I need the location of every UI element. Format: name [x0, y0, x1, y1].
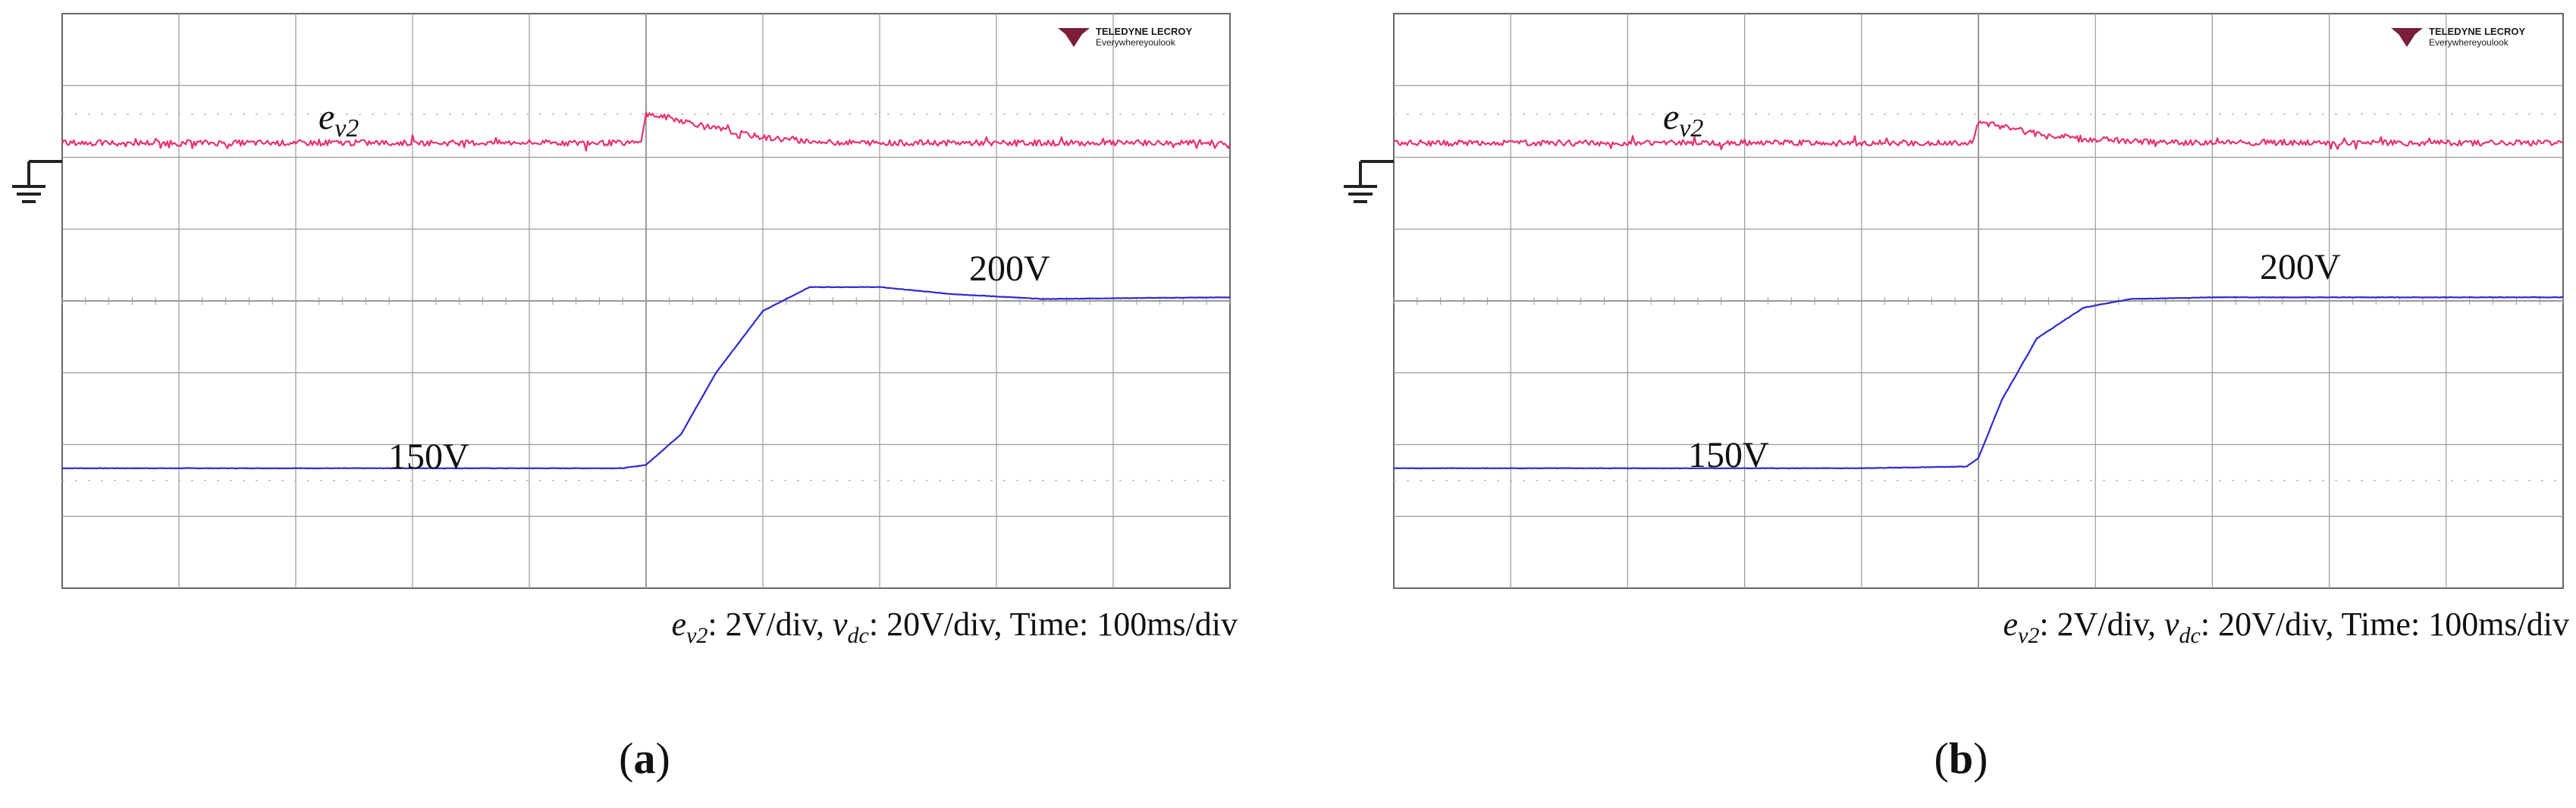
brand-name: TELEDYNE LECROY [2429, 26, 2525, 37]
scope-chart-b: TELEDYNE LECROY Everywhereyoulook ev2 20… [1344, 13, 2569, 783]
vdc-low-label: 150V [1688, 435, 1769, 475]
scale-readout: ev2: 2V/div, vdc: 20V/div, Time: 100ms/d… [2003, 606, 2569, 648]
ground-symbol [12, 160, 62, 203]
vdc-trace [61, 286, 1231, 470]
vdc-trace [1394, 296, 2564, 470]
traces [1393, 121, 2564, 470]
brand-logo: TELEDYNE LECROY Everywhereyoulook [2391, 26, 2525, 48]
ev2-trace [61, 111, 1231, 152]
vdc-low-label: 150V [388, 437, 469, 477]
ev2-trace-label: ev2 [318, 97, 359, 142]
brand-tagline: Everywhereyoulook [1096, 37, 1176, 48]
ev2-trace [1393, 121, 2564, 151]
ev2-trace-label: ev2 [1663, 97, 1703, 142]
panel-a: TELEDYNE LECROY Everywhereyoulook ev2 20… [12, 13, 1238, 783]
brand-name: TELEDYNE LECROY [1096, 26, 1192, 37]
traces [61, 111, 1231, 470]
panel-label: (a) [619, 734, 670, 783]
vdc-high-label: 200V [969, 249, 1050, 289]
brand-tagline: Everywhereyoulook [2429, 37, 2509, 48]
brand-logo: TELEDYNE LECROY Everywhereyoulook [1058, 26, 1192, 48]
grid [61, 13, 1231, 589]
ground-symbol [1344, 160, 1394, 203]
scope-chart-a: TELEDYNE LECROY Everywhereyoulook ev2 20… [12, 13, 1238, 783]
panel-b: TELEDYNE LECROY Everywhereyoulook ev2 20… [1288, 0, 2575, 808]
vdc-high-label: 200V [2260, 247, 2341, 287]
scale-readout: ev2: 2V/div, vdc: 20V/div, Time: 100ms/d… [672, 606, 1238, 648]
panel-label: (b) [1934, 734, 1988, 783]
grid [1393, 13, 2564, 589]
